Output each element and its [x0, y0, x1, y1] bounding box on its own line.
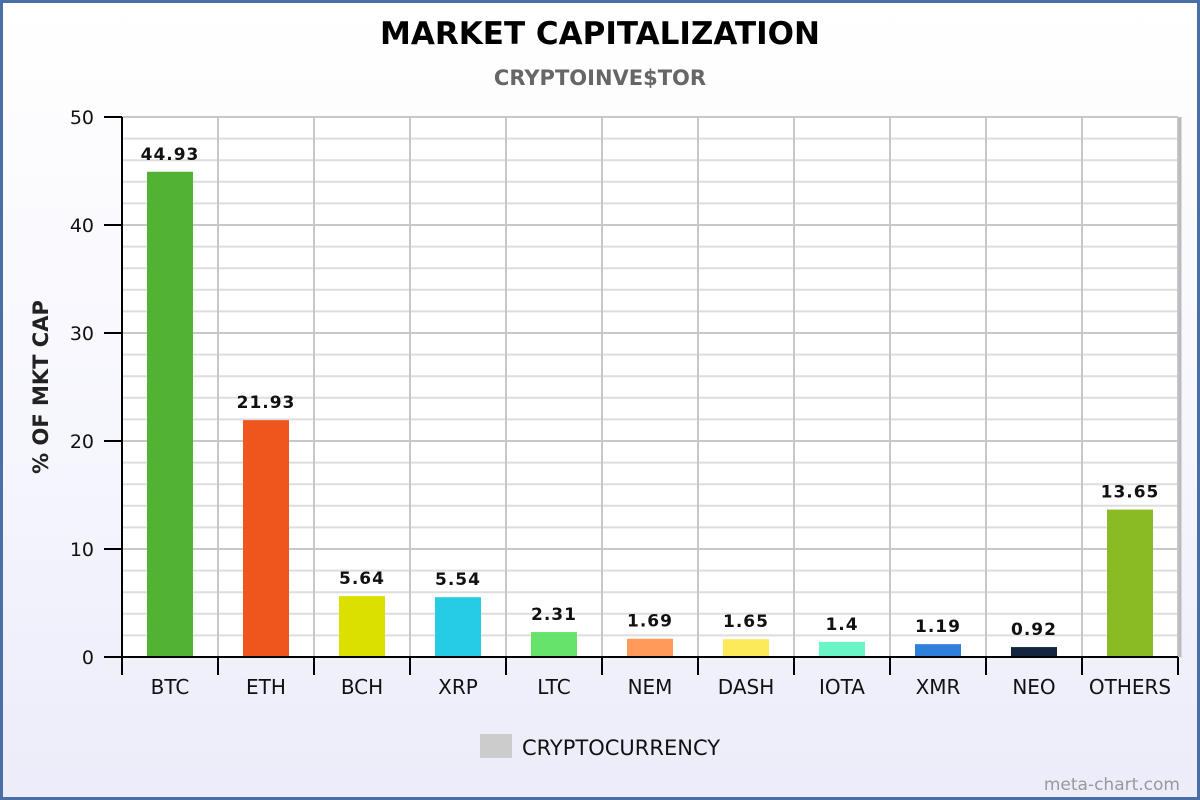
y-tick-label: 0: [82, 647, 94, 669]
y-tick-label: 30: [70, 323, 94, 345]
grid: [122, 116, 1182, 658]
bar-xrp: [435, 597, 481, 657]
plot-background: [122, 117, 1178, 657]
x-tick-label: BCH: [341, 675, 383, 699]
y-tick-label: 10: [70, 539, 94, 561]
bar-btc: [147, 171, 193, 658]
data-label: 13.65: [1101, 483, 1160, 503]
bar-others: [1107, 509, 1153, 657]
axes: BTC ETH BCH XRP LTC NEM DASH IOTA XMR NEO OTHERS 0 1…: [70, 107, 1179, 699]
chart-subtitle: CRYPTOINVE$TOR: [494, 66, 706, 90]
bar-neo: [1011, 647, 1057, 657]
x-tick-label: BTC: [151, 675, 190, 699]
bar-dash: [723, 639, 769, 657]
data-label: 5.64: [339, 569, 385, 589]
y-tick-label: 50: [70, 107, 94, 129]
y-tick-label: 20: [70, 431, 94, 453]
bar-nem: [627, 638, 673, 657]
x-tick-label: IOTA: [819, 675, 865, 699]
y-axis-label: % OF MKT CAP: [29, 300, 53, 474]
x-tick-label: DASH: [718, 675, 774, 699]
x-tick-label: ETH: [246, 675, 286, 699]
data-label: 44.93: [141, 145, 200, 165]
bar-eth: [243, 420, 289, 657]
data-label: 5.54: [435, 570, 481, 590]
legend-label[interactable]: CRYPTOCURRENCY: [522, 736, 720, 760]
data-label: 1.69: [627, 612, 673, 632]
x-tick-label: NEO: [1012, 675, 1055, 699]
data-label: 1.65: [723, 612, 769, 632]
legend-swatch: [480, 734, 512, 758]
x-tick-label: OTHERS: [1089, 675, 1171, 699]
y-tick-label: 40: [70, 215, 94, 237]
credit-text: meta-chart.com: [1044, 775, 1180, 795]
x-tick-label: LTC: [537, 675, 570, 699]
data-label: 1.19: [915, 617, 961, 637]
data-label: 0.92: [1011, 620, 1057, 640]
x-tick-label: XMR: [916, 675, 961, 699]
bar-ltc: [531, 632, 577, 657]
x-tick-label: NEM: [628, 675, 673, 699]
data-label: 2.31: [531, 605, 577, 625]
bar-iota: [819, 641, 865, 657]
bar-bch: [339, 596, 385, 657]
data-label: 1.4: [825, 615, 858, 635]
bars: 44.93 21.93 5.64 5.54 2.31 1.69 1.65 1.4 1.19 0.9…: [141, 145, 1160, 658]
x-tick-label: XRP: [438, 675, 478, 699]
bar-xmr: [915, 644, 961, 657]
data-label: 21.93: [237, 393, 296, 413]
chart-title: MARKET CAPITALIZATION: [380, 16, 820, 52]
